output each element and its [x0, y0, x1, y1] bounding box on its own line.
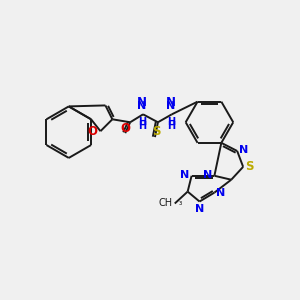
Text: O: O — [120, 122, 130, 135]
Text: N: N — [180, 170, 190, 180]
Text: N: N — [166, 101, 176, 111]
Text: O: O — [88, 125, 98, 138]
Text: N: N — [203, 170, 212, 180]
Text: ₃: ₃ — [179, 198, 182, 207]
Text: N: N — [216, 188, 226, 198]
Text: S: S — [245, 160, 254, 173]
Text: N: N — [195, 203, 204, 214]
Text: H: H — [167, 117, 175, 127]
Text: H: H — [138, 110, 146, 131]
Text: N: N — [166, 96, 176, 110]
Text: N: N — [137, 96, 147, 110]
Text: H: H — [167, 110, 175, 131]
Text: CH: CH — [159, 197, 173, 208]
Text: S: S — [152, 125, 160, 138]
Text: N: N — [239, 145, 248, 155]
Text: H: H — [138, 117, 146, 127]
Text: N: N — [137, 101, 147, 111]
